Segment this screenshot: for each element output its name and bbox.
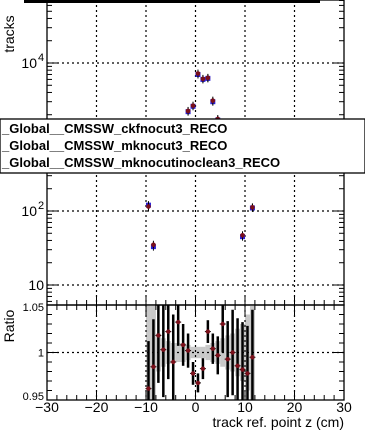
main-point-circle — [185, 108, 191, 114]
legend-entry-mknoclean: _Global__CMSSW_mknocutinoclean3_RECO — [1, 155, 280, 170]
ratio-point — [180, 342, 186, 348]
ratio-point — [175, 319, 181, 325]
y-axis-label-tracks: tracks — [1, 15, 17, 52]
xtick-label: −10 — [134, 399, 158, 415]
ratio-point — [185, 348, 191, 353]
main-ytick-label: 10 — [21, 55, 37, 71]
main-point-circle — [200, 76, 206, 82]
ratio-point — [195, 380, 201, 386]
main-ytick-exponent: 4 — [38, 52, 44, 64]
xtick-label: 20 — [287, 399, 303, 415]
main-point-circle — [210, 98, 216, 103]
ratio-point — [190, 371, 196, 376]
ratio-point — [215, 353, 220, 358]
ratio-point — [210, 346, 216, 351]
main-point-circle — [250, 205, 255, 210]
ratio-point — [225, 356, 230, 362]
main-point-circle — [195, 71, 201, 76]
ratio-point — [171, 359, 176, 365]
x-axis-label: track ref. point z (cm) — [213, 414, 344, 430]
xtick-label: −30 — [35, 399, 59, 415]
ratio-point — [240, 367, 245, 372]
ratio-point — [146, 386, 151, 391]
ratio-point — [200, 366, 206, 371]
main-ytick-label: 10 — [21, 203, 37, 219]
legend-box — [0, 118, 365, 174]
main-point-circle — [151, 242, 156, 248]
xtick-label: 30 — [336, 399, 352, 415]
main-point-circle — [190, 103, 196, 108]
xtick-label: −20 — [85, 399, 109, 415]
legend: _Global__CMSSW_ckfnocut3_RECO _Global__C… — [0, 118, 365, 174]
ratio-point — [156, 333, 161, 338]
y-axis-label-ratio: Ratio — [1, 309, 17, 342]
ratio-point — [250, 355, 255, 360]
xtick-label: 0 — [192, 399, 200, 415]
main-point-circle — [240, 232, 245, 238]
ratio-point — [161, 347, 166, 352]
ratio-point — [245, 371, 250, 376]
legend-entry-mk: _Global__CMSSW_mknocut3_RECO — [1, 138, 227, 153]
ratio-point — [151, 364, 156, 369]
main-ytick-label: 10 — [28, 277, 44, 293]
ratio-point — [166, 329, 171, 334]
ratio-ytick-label: 0.95 — [23, 391, 44, 403]
xtick-label: 10 — [237, 399, 253, 415]
ratio-point — [235, 363, 240, 368]
ratio-point — [205, 329, 211, 334]
ratio-ytick-label: 1.05 — [23, 302, 44, 314]
ratio-panel: Ratio 1.05 1 0.95 −30 −20 −10 0 10 20 30 track r… — [1, 302, 352, 430]
ratio-point — [230, 350, 235, 355]
ratio-point — [220, 321, 225, 327]
ratio-ytick-label: 1 — [38, 348, 44, 360]
main-ytick-exponent: 2 — [38, 200, 44, 212]
main-point-circle — [205, 75, 211, 81]
main-point-circle — [146, 204, 151, 209]
legend-entry-ckf: _Global__CMSSW_ckfnocut3_RECO — [1, 121, 227, 136]
